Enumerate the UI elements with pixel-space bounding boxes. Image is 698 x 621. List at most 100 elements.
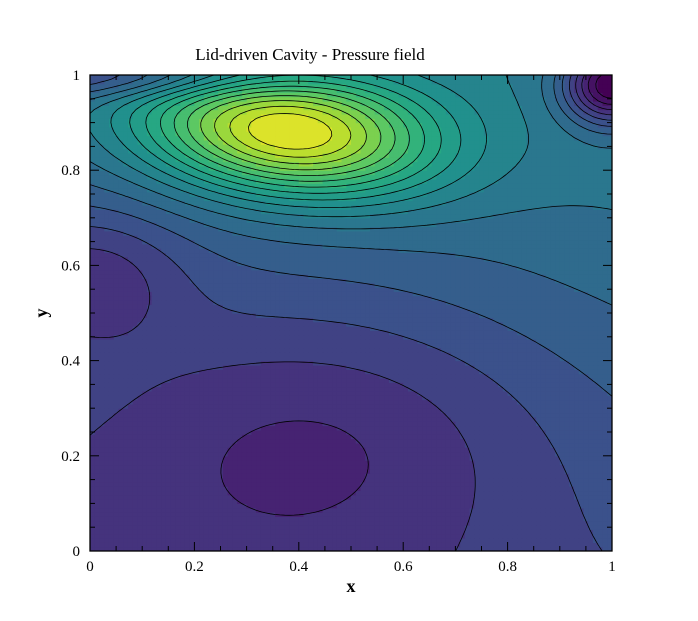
contour-cell — [270, 538, 276, 543]
contour-cell — [346, 529, 352, 535]
contour-cell — [241, 356, 248, 362]
contour-cell — [403, 455, 409, 461]
contour-cell — [464, 481, 471, 487]
contour-cell — [597, 412, 604, 418]
contour-cell — [588, 390, 594, 396]
contour-cell — [498, 447, 504, 453]
contour-cell — [284, 451, 290, 457]
contour-cell — [180, 546, 186, 551]
contour-cell — [498, 416, 504, 422]
contour-cell — [165, 464, 172, 470]
contour-cell — [218, 447, 224, 453]
contour-cell — [426, 434, 433, 440]
contour-cell — [232, 364, 238, 370]
contour-cell — [265, 529, 271, 535]
contour-cell — [351, 356, 357, 362]
contour-cell — [422, 442, 428, 448]
contour-cell — [517, 386, 523, 392]
contour-cell — [365, 438, 371, 444]
contour-cell — [483, 542, 490, 548]
contour-cell — [517, 412, 523, 418]
contour-cell — [213, 386, 219, 392]
contour-cell — [346, 490, 352, 496]
contour-cell — [156, 468, 162, 474]
contour-cell — [355, 399, 362, 405]
contour-cell — [270, 356, 276, 362]
contour-cell — [161, 369, 167, 375]
contour-cell — [607, 403, 612, 409]
contour-cell — [232, 408, 238, 414]
contour-cell — [436, 429, 442, 435]
contour-cell — [284, 399, 290, 405]
contour-cell — [251, 382, 257, 388]
contour-cell — [502, 507, 509, 513]
contour-cell — [94, 382, 101, 388]
contour-cell — [303, 542, 309, 548]
contour-cell — [279, 364, 286, 370]
contour-cell — [445, 546, 452, 551]
contour-cell — [313, 364, 319, 370]
contour-cell — [540, 542, 547, 548]
contour-cell — [99, 447, 105, 453]
contour-cell — [369, 507, 376, 513]
contour-cell — [99, 464, 105, 470]
contour-cell — [232, 473, 238, 479]
contour-cell — [393, 434, 400, 440]
contour-cell — [593, 455, 599, 461]
contour-cell — [507, 421, 513, 427]
contour-cell — [417, 507, 423, 513]
contour-cell — [578, 399, 585, 405]
contour-cell — [455, 460, 461, 466]
contour-cell — [445, 425, 452, 431]
contour-cell — [142, 529, 148, 535]
contour-cell — [531, 516, 537, 522]
contour-cell — [593, 399, 599, 405]
contour-cell — [360, 525, 366, 530]
contour-cell — [327, 369, 333, 375]
contour-cell — [127, 529, 134, 535]
contour-cell — [369, 499, 376, 504]
contour-cell — [436, 499, 442, 504]
contour-cell — [260, 390, 267, 396]
contour-cell — [194, 542, 200, 548]
contour-cell — [607, 468, 612, 474]
contour-cell — [161, 390, 167, 396]
contour-cell — [450, 473, 456, 479]
contour-cell — [512, 451, 518, 457]
contour-cell — [531, 468, 537, 474]
contour-cell — [498, 486, 504, 492]
contour-cell — [90, 442, 96, 448]
contour-cell — [407, 373, 414, 379]
contour-cell — [407, 525, 414, 530]
contour-cell — [317, 507, 324, 513]
contour-cell — [483, 386, 490, 392]
contour-cell — [104, 412, 110, 418]
contour-cell — [569, 442, 575, 448]
contour-cell — [398, 360, 404, 366]
contour-cell — [588, 486, 594, 492]
contour-cell — [412, 421, 419, 427]
contour-cell — [441, 473, 447, 479]
contour-cell — [597, 377, 604, 383]
contour-cell — [393, 360, 400, 366]
contour-cell — [578, 386, 585, 392]
contour-cell — [322, 455, 328, 461]
contour-cell — [137, 507, 143, 513]
contour-cell — [270, 438, 276, 444]
contour-cell — [531, 403, 537, 409]
contour-cell — [488, 520, 494, 526]
contour-cell — [218, 421, 224, 427]
contour-cell — [146, 351, 153, 357]
contour-cell — [540, 447, 547, 453]
contour-cell — [550, 438, 556, 444]
contour-cell — [540, 538, 547, 543]
contour-cell — [493, 520, 499, 526]
contour-cell — [165, 373, 172, 379]
contour-cell — [218, 425, 224, 431]
contour-cell — [474, 395, 480, 401]
contour-cell — [521, 369, 528, 375]
contour-cell — [165, 516, 172, 522]
contour-cell — [260, 538, 267, 543]
contour-cell — [607, 399, 612, 405]
contour-cell — [540, 425, 547, 431]
